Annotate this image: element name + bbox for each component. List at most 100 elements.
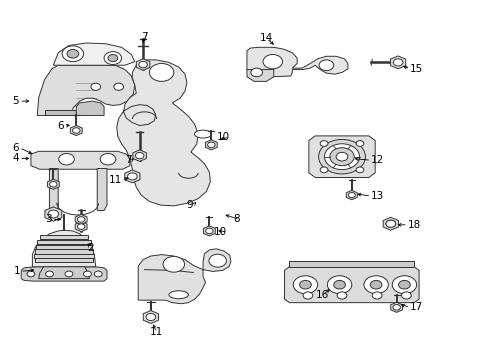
Circle shape (329, 148, 353, 166)
Text: 6: 6 (58, 121, 64, 131)
Circle shape (114, 83, 123, 90)
Polygon shape (124, 170, 140, 183)
Circle shape (355, 167, 363, 173)
Polygon shape (70, 126, 82, 135)
Circle shape (320, 141, 327, 147)
Circle shape (392, 305, 400, 310)
Polygon shape (143, 311, 158, 323)
Circle shape (104, 51, 122, 64)
Polygon shape (75, 222, 87, 231)
Polygon shape (49, 168, 58, 216)
Polygon shape (76, 101, 104, 116)
Text: 7: 7 (124, 155, 131, 165)
Polygon shape (203, 226, 215, 236)
Polygon shape (346, 190, 357, 200)
Circle shape (65, 271, 73, 277)
Circle shape (318, 139, 365, 174)
Polygon shape (37, 65, 135, 116)
Polygon shape (390, 302, 402, 312)
Polygon shape (36, 244, 92, 249)
Circle shape (401, 292, 410, 299)
Polygon shape (47, 179, 59, 189)
Polygon shape (53, 43, 135, 65)
Circle shape (91, 83, 101, 90)
Polygon shape (284, 267, 418, 303)
Circle shape (135, 152, 143, 159)
Circle shape (108, 54, 118, 62)
Polygon shape (35, 249, 93, 253)
Circle shape (94, 271, 102, 277)
Circle shape (149, 63, 173, 81)
Polygon shape (34, 254, 94, 258)
Polygon shape (35, 258, 93, 262)
Polygon shape (138, 249, 230, 304)
Text: 13: 13 (370, 191, 384, 201)
Circle shape (48, 210, 59, 218)
Circle shape (335, 152, 347, 161)
Polygon shape (246, 69, 273, 81)
Polygon shape (21, 267, 107, 281)
Ellipse shape (168, 291, 188, 299)
Circle shape (347, 193, 355, 198)
Circle shape (299, 280, 311, 289)
Circle shape (369, 280, 381, 289)
Polygon shape (308, 136, 374, 177)
Polygon shape (390, 56, 405, 69)
Text: 12: 12 (370, 155, 384, 165)
Polygon shape (39, 267, 89, 279)
Text: 16: 16 (315, 290, 328, 300)
Polygon shape (136, 59, 149, 70)
Circle shape (83, 271, 91, 277)
Circle shape (127, 173, 137, 180)
Circle shape (72, 128, 80, 133)
Circle shape (77, 217, 85, 222)
Circle shape (385, 220, 395, 227)
Circle shape (49, 181, 57, 187)
Polygon shape (31, 151, 130, 169)
Circle shape (67, 49, 79, 58)
Circle shape (385, 220, 395, 227)
Polygon shape (97, 168, 107, 211)
Text: 8: 8 (232, 215, 239, 224)
Circle shape (303, 292, 312, 299)
Text: 18: 18 (407, 220, 420, 230)
Circle shape (207, 142, 215, 148)
Text: 17: 17 (409, 302, 423, 312)
Polygon shape (205, 140, 217, 150)
Polygon shape (133, 150, 146, 161)
Circle shape (355, 141, 363, 147)
Text: 7: 7 (141, 32, 147, 41)
Text: 2: 2 (87, 243, 94, 253)
Circle shape (146, 314, 155, 320)
Circle shape (139, 61, 147, 68)
Polygon shape (383, 217, 398, 230)
Text: 10: 10 (214, 227, 227, 237)
Text: 4: 4 (13, 153, 19, 163)
Circle shape (392, 59, 402, 66)
Circle shape (333, 280, 345, 289)
Text: 14: 14 (259, 33, 272, 43)
Text: 5: 5 (13, 96, 19, 106)
Circle shape (263, 54, 282, 69)
Polygon shape (37, 239, 91, 244)
Circle shape (371, 292, 381, 299)
Polygon shape (45, 207, 61, 221)
Polygon shape (40, 234, 88, 239)
Text: 6: 6 (13, 143, 19, 153)
Text: 15: 15 (409, 64, 423, 74)
Circle shape (163, 256, 184, 272)
Circle shape (320, 167, 327, 173)
Circle shape (45, 271, 53, 277)
Circle shape (205, 228, 213, 234)
Text: 11: 11 (150, 327, 163, 337)
Circle shape (336, 292, 346, 299)
Polygon shape (117, 60, 210, 206)
Circle shape (327, 276, 351, 294)
Circle shape (293, 276, 317, 294)
Circle shape (77, 224, 85, 229)
Circle shape (391, 276, 416, 294)
Text: 10: 10 (216, 132, 229, 142)
Circle shape (100, 153, 116, 165)
Circle shape (398, 280, 409, 289)
Polygon shape (32, 230, 96, 267)
